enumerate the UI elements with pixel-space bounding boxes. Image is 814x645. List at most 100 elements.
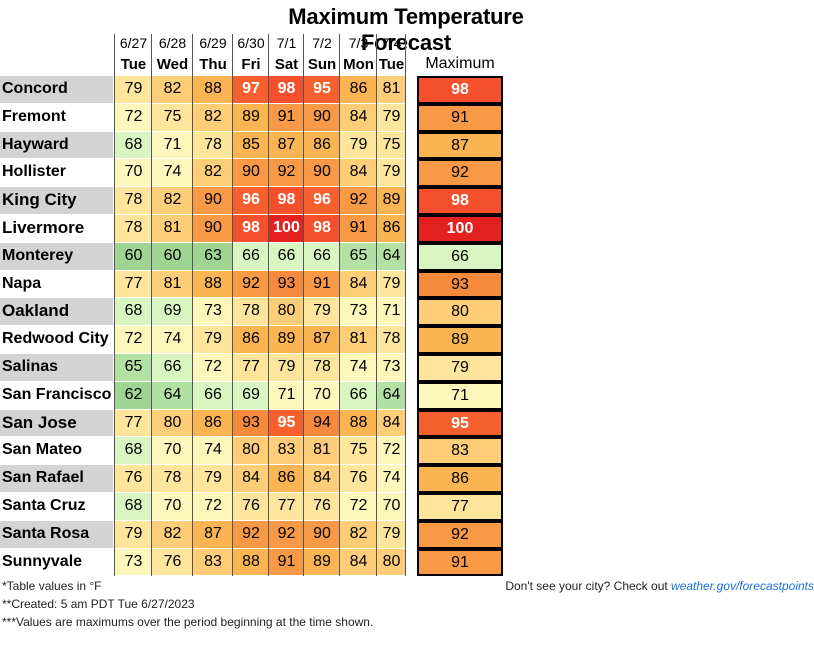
temp-cell: 89 [233, 103, 269, 131]
city-label: Santa Cruz [0, 493, 113, 520]
temp-cell: 74 [340, 354, 377, 381]
temp-cell: 90 [304, 520, 340, 548]
temp-cell: 60 [152, 242, 193, 270]
temp-cell: 83 [193, 548, 233, 576]
city-label: San Mateo [0, 437, 113, 465]
temp-cell: 81 [304, 437, 340, 465]
temp-cell: 98 [269, 76, 304, 103]
temp-cell: 89 [304, 548, 340, 576]
city-label: Oakland [0, 298, 113, 326]
day-header: Thu [199, 56, 227, 73]
city-label: Hayward [0, 131, 113, 159]
temp-cell: 78 [233, 298, 269, 326]
temp-cell: 87 [304, 326, 340, 353]
temp-cell: 98 [304, 215, 340, 242]
city-label: Livermore [0, 215, 113, 242]
temp-cell: 76 [152, 548, 193, 576]
max-temp-cell: 91 [417, 103, 503, 132]
temp-cell: 86 [233, 326, 269, 353]
temp-cell: 87 [269, 131, 304, 159]
city-lookup-text: Don't see your city? Check out [505, 579, 672, 593]
temp-cell: 90 [233, 159, 269, 187]
temp-cell: 65 [115, 354, 152, 381]
city-label: Concord [0, 76, 113, 103]
temp-cell: 97 [233, 76, 269, 103]
temp-cell: 84 [340, 103, 377, 131]
temp-cell: 68 [115, 437, 152, 465]
column-divider [303, 34, 304, 577]
temp-cell: 91 [269, 103, 304, 131]
temp-cell: 78 [304, 354, 340, 381]
temp-cell: 77 [115, 270, 152, 298]
temp-cell: 78 [377, 326, 406, 353]
temp-cell: 73 [115, 548, 152, 576]
temp-cell: 73 [340, 298, 377, 326]
day-header: Tue [378, 56, 405, 73]
temp-cell: 73 [193, 298, 233, 326]
footnote-units: *Table values in °F [2, 579, 102, 593]
temp-cell: 93 [233, 409, 269, 437]
city-label: San Francisco [0, 381, 113, 409]
temp-cell: 95 [269, 409, 304, 437]
temp-cell: 93 [269, 270, 304, 298]
date-header: 6/30 [237, 35, 265, 51]
max-temp-cell: 95 [417, 409, 503, 438]
temp-cell: 82 [193, 159, 233, 187]
temp-cell: 87 [193, 520, 233, 548]
temp-cell: 82 [152, 76, 193, 103]
temp-cell: 78 [152, 465, 193, 492]
temp-cell: 78 [115, 187, 152, 214]
forecast-points-link[interactable]: weather.gov/forecastpoints [671, 579, 814, 593]
column-divider [114, 34, 115, 577]
temp-cell: 82 [193, 103, 233, 131]
temp-cell: 98 [269, 187, 304, 214]
temp-cell: 98 [233, 215, 269, 242]
temp-cell: 84 [340, 548, 377, 576]
temp-cell: 86 [304, 131, 340, 159]
city-label: Redwood City [0, 326, 113, 353]
temp-cell: 88 [193, 270, 233, 298]
temp-cell: 81 [152, 215, 193, 242]
date-header: 7/1 [276, 35, 297, 51]
date-header: 7/4 [381, 35, 402, 51]
temp-cell: 80 [377, 548, 406, 576]
temp-cell: 69 [233, 381, 269, 409]
day-header: Fri [241, 56, 261, 73]
temp-cell: 92 [233, 520, 269, 548]
temp-cell: 86 [269, 465, 304, 492]
max-temp-cell: 92 [417, 159, 503, 188]
city-label: San Rafael [0, 465, 113, 492]
temp-cell: 76 [233, 493, 269, 520]
max-temp-cell: 98 [417, 187, 503, 215]
temp-cell: 77 [115, 409, 152, 437]
city-label: Hollister [0, 159, 113, 187]
temp-cell: 80 [233, 437, 269, 465]
day-header: Sun [307, 56, 337, 73]
temp-cell: 70 [304, 381, 340, 409]
temp-cell: 66 [193, 381, 233, 409]
temp-cell: 75 [340, 437, 377, 465]
temp-cell: 82 [152, 520, 193, 548]
temp-cell: 82 [152, 187, 193, 214]
temp-cell: 91 [340, 215, 377, 242]
max-temp-cell: 79 [417, 354, 503, 382]
temp-cell: 66 [340, 381, 377, 409]
temp-cell: 92 [233, 270, 269, 298]
temp-cell: 100 [269, 215, 304, 242]
max-temp-cell: 92 [417, 520, 503, 549]
max-temp-cell: 83 [417, 437, 503, 466]
temp-cell: 62 [115, 381, 152, 409]
temp-cell: 79 [115, 520, 152, 548]
temp-cell: 79 [115, 76, 152, 103]
temp-cell: 79 [377, 270, 406, 298]
temp-cell: 64 [152, 381, 193, 409]
temp-cell: 76 [340, 465, 377, 492]
temp-cell: 72 [340, 493, 377, 520]
max-temp-cell: 91 [417, 548, 503, 577]
temp-cell: 70 [152, 437, 193, 465]
temp-cell: 85 [233, 131, 269, 159]
temp-cell: 79 [340, 131, 377, 159]
temp-cell: 92 [269, 520, 304, 548]
temp-cell: 81 [340, 326, 377, 353]
city-label: Fremont [0, 103, 113, 131]
